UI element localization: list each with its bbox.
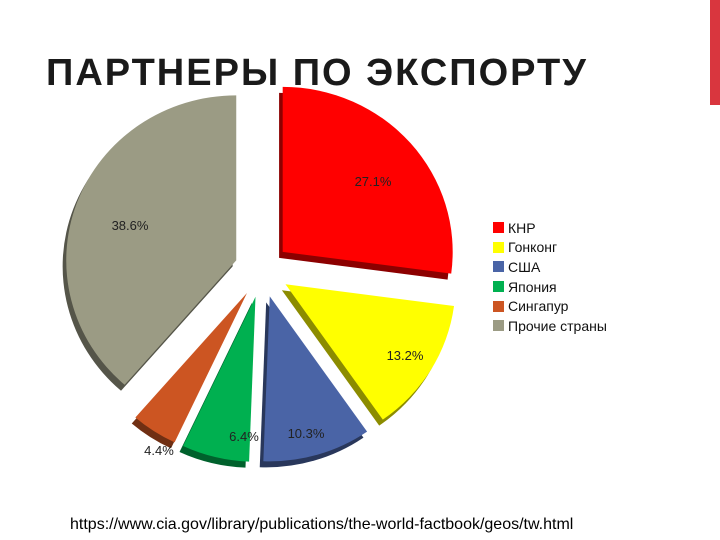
data-label-1: 27.1% — [355, 174, 392, 189]
legend-item-1: КНР — [493, 218, 607, 238]
slice-3 — [263, 296, 368, 462]
chart-legend: КНР Гонконг США Япония Сингапур Прочие страны — [493, 218, 607, 336]
legend-label-5: Сингапур — [508, 298, 569, 315]
legend-swatch-6 — [493, 320, 504, 332]
slide-title: ПАРТНЕРЫ ПО ЭКСПОРТУ — [46, 52, 588, 94]
data-label-3: 10.3% — [288, 426, 325, 441]
accent-bar — [710, 0, 720, 105]
legend-swatch-2 — [493, 241, 504, 253]
legend-swatch-1 — [493, 222, 504, 234]
legend-label-3: США — [508, 258, 541, 275]
data-label-5: 4.4% — [144, 443, 174, 458]
slice-1 — [282, 86, 453, 274]
legend-swatch-3 — [493, 261, 504, 273]
legend-label-4: Япония — [508, 278, 557, 295]
slice-4 — [183, 296, 256, 462]
legend-item-3: США — [493, 257, 607, 277]
slice-6 — [66, 95, 237, 385]
legend-item-5: Сингапур — [493, 296, 607, 316]
data-label-6: 38.6% — [112, 218, 149, 233]
slice-2 — [285, 284, 455, 420]
legend-item-2: Гонконг — [493, 238, 607, 258]
data-label-2: 13.2% — [387, 348, 424, 363]
data-label-4: 6.4% — [229, 429, 259, 444]
legend-swatch-4 — [493, 281, 504, 293]
legend-label-6: Прочие страны — [508, 317, 607, 334]
legend-swatch-5 — [493, 300, 504, 312]
source-link[interactable]: https://www.cia.gov/library/publications… — [70, 516, 574, 533]
slice-5 — [135, 293, 247, 443]
legend-label-1: КНР — [508, 219, 536, 236]
legend-item-6: Прочие страны — [493, 316, 607, 336]
legend-label-2: Гонконг — [508, 239, 558, 256]
legend-item-4: Япония — [493, 277, 607, 297]
